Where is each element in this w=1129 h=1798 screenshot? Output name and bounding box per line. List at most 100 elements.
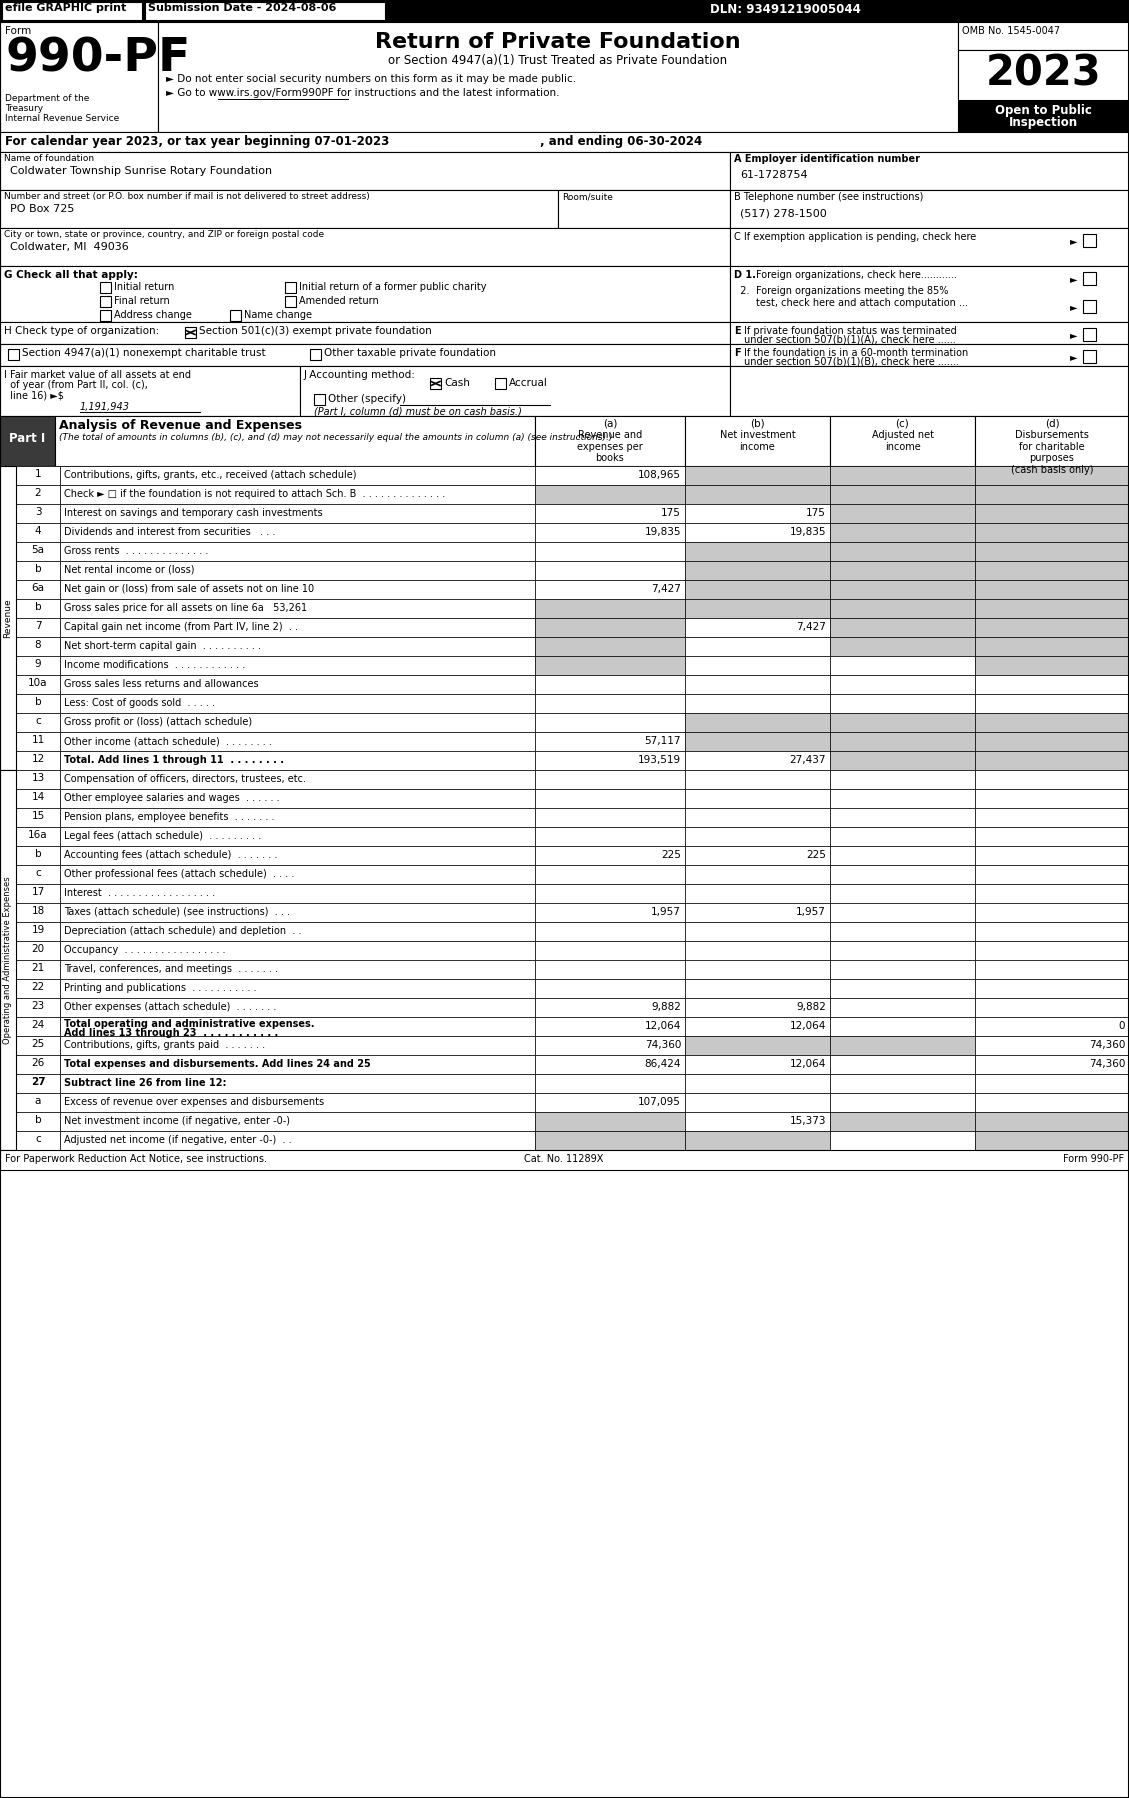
Text: 4: 4 bbox=[35, 527, 42, 536]
Text: Final return: Final return bbox=[114, 297, 169, 306]
Bar bbox=[16, 940, 60, 960]
Text: Subtract line 26 from line 12:: Subtract line 26 from line 12: bbox=[64, 1079, 227, 1088]
Bar bbox=[685, 619, 830, 636]
Text: 1,957: 1,957 bbox=[796, 906, 826, 917]
Text: J Accounting method:: J Accounting method: bbox=[304, 370, 415, 379]
Text: , and ending 06-30-2024: , and ending 06-30-2024 bbox=[540, 135, 702, 147]
Bar bbox=[975, 903, 1129, 922]
Bar bbox=[535, 636, 685, 656]
Bar bbox=[535, 599, 685, 619]
Bar bbox=[55, 415, 535, 466]
Bar bbox=[685, 656, 830, 674]
Bar bbox=[0, 22, 158, 131]
Bar bbox=[685, 636, 830, 656]
Bar bbox=[535, 523, 685, 541]
Bar bbox=[16, 807, 60, 827]
Text: Net short-term capital gain  . . . . . . . . . .: Net short-term capital gain . . . . . . … bbox=[64, 642, 261, 651]
Bar bbox=[830, 978, 975, 998]
Text: 86,424: 86,424 bbox=[645, 1059, 681, 1070]
Bar bbox=[535, 1018, 685, 1036]
Text: Dividends and interest from securities   . . .: Dividends and interest from securities .… bbox=[64, 527, 275, 538]
Text: (517) 278-1500: (517) 278-1500 bbox=[739, 209, 826, 218]
Bar bbox=[60, 503, 535, 523]
Bar bbox=[975, 847, 1129, 865]
Text: Less: Cost of goods sold  . . . . .: Less: Cost of goods sold . . . . . bbox=[64, 698, 215, 708]
Bar bbox=[685, 960, 830, 978]
Text: 7,427: 7,427 bbox=[651, 584, 681, 593]
Bar bbox=[730, 343, 1129, 367]
Text: Capital gain net income (from Part IV, line 2)  . .: Capital gain net income (from Part IV, l… bbox=[64, 622, 298, 633]
Text: ► Go to www.irs.gov/Form990PF for instructions and the latest information.: ► Go to www.irs.gov/Form990PF for instru… bbox=[166, 88, 560, 99]
Bar bbox=[60, 485, 535, 503]
Bar bbox=[975, 1093, 1129, 1111]
Bar bbox=[830, 636, 975, 656]
Bar bbox=[60, 865, 535, 885]
Text: Coldwater, MI  49036: Coldwater, MI 49036 bbox=[10, 243, 129, 252]
Text: ► Do not enter social security numbers on this form as it may be made public.: ► Do not enter social security numbers o… bbox=[166, 74, 576, 85]
Bar bbox=[975, 636, 1129, 656]
Bar bbox=[830, 523, 975, 541]
Bar bbox=[685, 714, 830, 732]
Text: Contributions, gifts, grants, etc., received (attach schedule): Contributions, gifts, grants, etc., rece… bbox=[64, 469, 357, 480]
Bar bbox=[730, 228, 1129, 266]
Text: Gross profit or (loss) (attach schedule): Gross profit or (loss) (attach schedule) bbox=[64, 717, 252, 726]
Text: If private foundation status was terminated: If private foundation status was termina… bbox=[744, 325, 956, 336]
Text: 9,882: 9,882 bbox=[796, 1001, 826, 1012]
Text: DLN: 93491219005044: DLN: 93491219005044 bbox=[710, 4, 861, 16]
Text: Income modifications  . . . . . . . . . . . .: Income modifications . . . . . . . . . .… bbox=[64, 660, 245, 671]
Bar bbox=[0, 228, 730, 266]
Bar bbox=[975, 415, 1129, 466]
Bar bbox=[310, 349, 321, 360]
Text: Net rental income or (loss): Net rental income or (loss) bbox=[64, 565, 194, 575]
Bar bbox=[975, 1073, 1129, 1093]
Bar bbox=[975, 1131, 1129, 1151]
Bar bbox=[535, 847, 685, 865]
Text: 61-1728754: 61-1728754 bbox=[739, 171, 807, 180]
Bar bbox=[685, 885, 830, 903]
Bar bbox=[495, 378, 506, 388]
Bar bbox=[830, 903, 975, 922]
Bar bbox=[16, 885, 60, 903]
Text: 74,360: 74,360 bbox=[1088, 1059, 1124, 1070]
Text: 6a: 6a bbox=[32, 583, 44, 593]
Text: 74,360: 74,360 bbox=[1088, 1039, 1124, 1050]
Text: ►: ► bbox=[1070, 352, 1077, 361]
Text: 14: 14 bbox=[32, 791, 45, 802]
Bar bbox=[830, 674, 975, 694]
Text: 2: 2 bbox=[35, 487, 42, 498]
Bar bbox=[60, 1093, 535, 1111]
Bar bbox=[975, 940, 1129, 960]
Bar bbox=[685, 674, 830, 694]
Text: Other taxable private foundation: Other taxable private foundation bbox=[324, 349, 496, 358]
Bar bbox=[975, 714, 1129, 732]
Bar bbox=[975, 599, 1129, 619]
Bar bbox=[830, 885, 975, 903]
Bar bbox=[1083, 234, 1096, 246]
Bar bbox=[830, 1018, 975, 1036]
Bar bbox=[685, 503, 830, 523]
Text: Form 990-PF: Form 990-PF bbox=[1062, 1154, 1124, 1163]
Bar bbox=[535, 466, 685, 485]
Bar bbox=[830, 656, 975, 674]
Text: Other professional fees (attach schedule)  . . . .: Other professional fees (attach schedule… bbox=[64, 868, 295, 879]
Bar bbox=[685, 770, 830, 789]
Bar bbox=[60, 636, 535, 656]
Bar bbox=[16, 1018, 60, 1036]
Bar bbox=[100, 309, 111, 322]
Bar bbox=[60, 922, 535, 940]
Text: 175: 175 bbox=[806, 509, 826, 518]
Bar bbox=[830, 940, 975, 960]
Bar bbox=[730, 367, 1129, 415]
Bar bbox=[685, 1018, 830, 1036]
Bar bbox=[830, 1093, 975, 1111]
Bar bbox=[16, 770, 60, 789]
Text: under section 507(b)(1)(B), check here .......: under section 507(b)(1)(B), check here .… bbox=[744, 358, 959, 367]
Text: Address change: Address change bbox=[114, 309, 192, 320]
Text: Other employee salaries and wages  . . . . . .: Other employee salaries and wages . . . … bbox=[64, 793, 280, 804]
Bar bbox=[685, 903, 830, 922]
Bar bbox=[730, 191, 1129, 228]
Text: 8: 8 bbox=[35, 640, 42, 651]
Bar bbox=[2, 2, 142, 20]
Bar bbox=[975, 1018, 1129, 1036]
Text: Legal fees (attach schedule)  . . . . . . . . .: Legal fees (attach schedule) . . . . . .… bbox=[64, 831, 261, 841]
